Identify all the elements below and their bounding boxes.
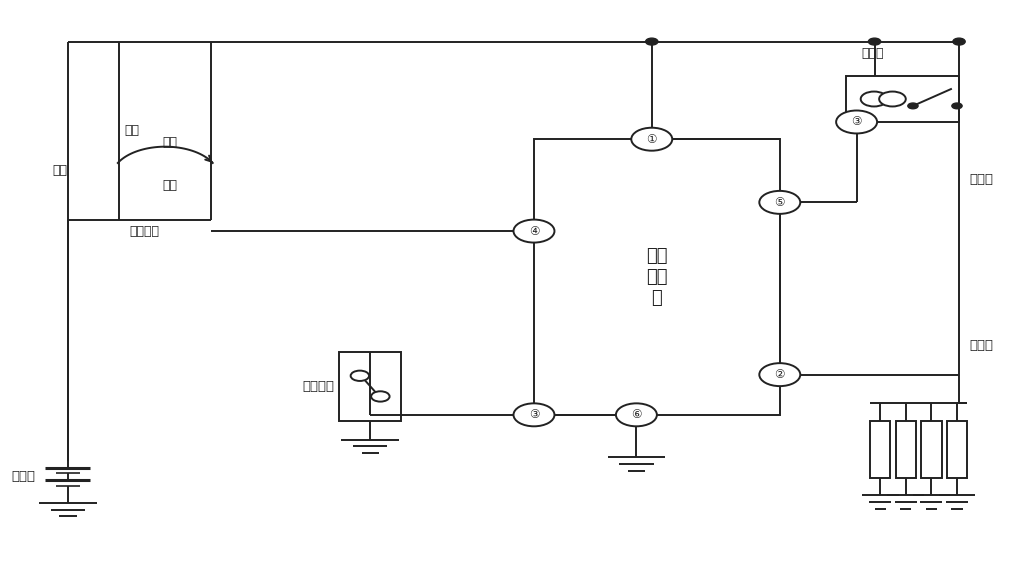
Bar <box>339 351 401 421</box>
Circle shape <box>632 128 673 151</box>
Circle shape <box>953 38 965 45</box>
Circle shape <box>371 391 389 402</box>
Text: ①: ① <box>647 133 657 146</box>
Text: 点火开关: 点火开关 <box>129 224 159 238</box>
Circle shape <box>879 92 906 107</box>
Bar <box>947 421 967 478</box>
Text: 温度开关: 温度开关 <box>302 380 334 392</box>
Bar <box>534 139 779 415</box>
Text: ④: ④ <box>529 224 539 238</box>
Circle shape <box>514 403 555 426</box>
Text: ③: ③ <box>529 409 539 421</box>
Circle shape <box>646 38 658 45</box>
Text: 蓄电池: 蓄电池 <box>11 470 36 484</box>
Text: ③: ③ <box>851 115 862 129</box>
Text: ⑥: ⑥ <box>632 409 642 421</box>
Bar <box>870 421 890 478</box>
Bar <box>846 76 959 122</box>
Circle shape <box>908 103 918 109</box>
Text: 闭合: 闭合 <box>162 136 178 148</box>
Circle shape <box>759 191 800 214</box>
Circle shape <box>952 103 962 109</box>
Text: 启动: 启动 <box>162 179 178 192</box>
Circle shape <box>869 38 881 45</box>
Text: 继电器: 继电器 <box>969 173 993 186</box>
Text: ②: ② <box>774 368 785 381</box>
Circle shape <box>350 370 369 381</box>
Circle shape <box>514 220 555 242</box>
Text: 断开: 断开 <box>52 164 68 177</box>
Text: 预热塞: 预热塞 <box>969 339 993 353</box>
Circle shape <box>616 403 657 426</box>
Circle shape <box>836 110 877 133</box>
Text: 附件: 附件 <box>124 124 140 137</box>
Circle shape <box>759 363 800 386</box>
Bar <box>921 421 942 478</box>
Text: 预热
定时
器: 预热 定时 器 <box>646 247 668 307</box>
Text: ⑤: ⑤ <box>774 196 785 209</box>
Text: 指示灯: 指示灯 <box>862 47 884 59</box>
Circle shape <box>861 92 887 107</box>
Bar <box>896 421 916 478</box>
